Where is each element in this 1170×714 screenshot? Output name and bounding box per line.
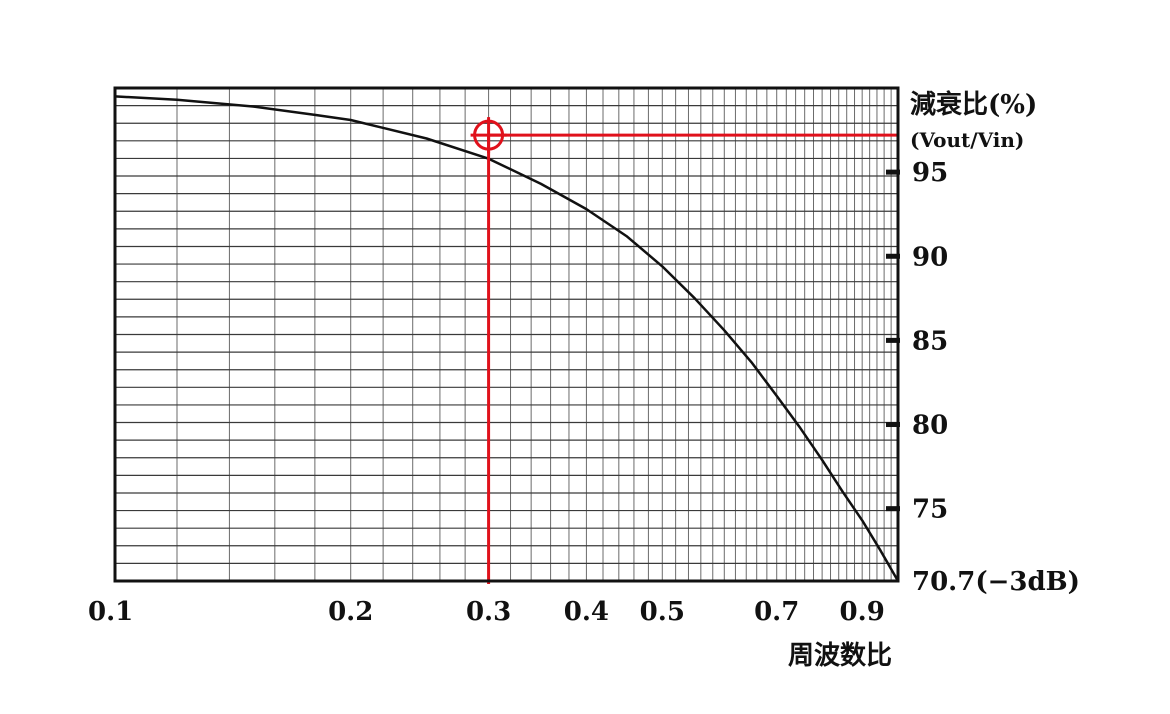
x-tick-label: 0.9 (840, 597, 885, 627)
y-tick-marks (886, 169, 900, 512)
grid (115, 88, 898, 581)
x-tick-label: 0.5 (640, 597, 685, 627)
y-axis-title: 減衰比(%) (910, 89, 1037, 120)
y-tick-label: 70.7(−3dB) (912, 567, 1080, 597)
x-tick-label: 0.2 (328, 597, 373, 627)
y-tick-label: 85 (912, 326, 948, 356)
x-tick-label: 0.1 (88, 597, 133, 627)
x-tick-labels: 0.1 0.2 0.3 0.4 0.5 0.7 0.9 (88, 597, 885, 627)
y-tick-label: 80 (912, 411, 948, 441)
plot-frame (113, 86, 900, 583)
x-axis-title: 周波数比 (788, 641, 892, 671)
series-layer (114, 95, 900, 582)
y-tick-label: 90 (912, 242, 948, 272)
annotation-layer (470, 117, 898, 584)
x-tick-label: 0.4 (564, 597, 609, 627)
y-tick-labels: 95 90 85 80 75 70.7(−3dB) (912, 158, 1080, 597)
x-tick-label: 0.3 (466, 597, 511, 627)
y-axis-subtitle: (Vout/Vin) (910, 128, 1024, 152)
series-line-0 (114, 95, 900, 582)
y-tick-label: 95 (912, 158, 948, 188)
x-tick-label: 0.7 (754, 597, 799, 627)
y-tick-label: 75 (912, 495, 948, 525)
